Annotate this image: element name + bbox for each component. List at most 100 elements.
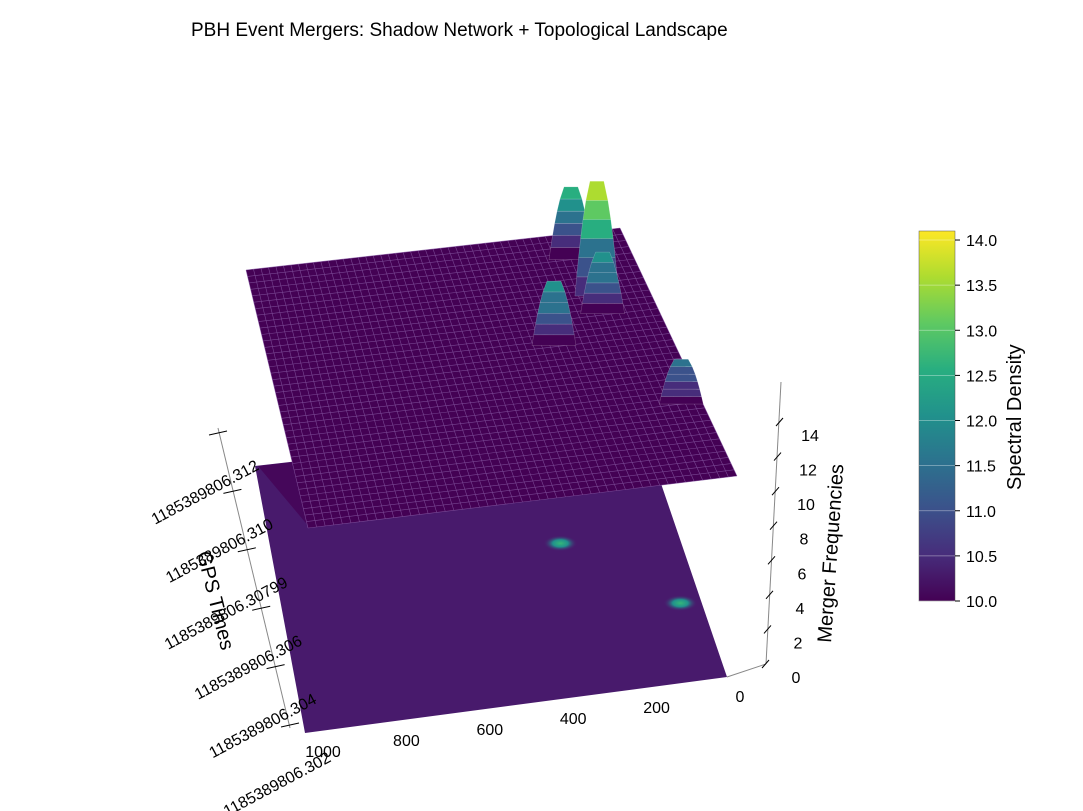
z-tick-mark: [775, 417, 784, 427]
peak-band: [554, 210, 588, 224]
surface-peak: [580, 251, 625, 314]
peak-band: [537, 302, 571, 314]
peak-band: [580, 303, 625, 314]
surface-grid-line: [290, 407, 705, 458]
peak-band: [582, 293, 624, 304]
z-tick-mark: [771, 486, 780, 496]
colorbar-tick-label: 13.5: [966, 278, 997, 295]
peak-band: [670, 359, 693, 367]
surface-grid-line: [280, 364, 685, 413]
z-axis-label: Merger Frequencies: [814, 463, 848, 643]
peak-band: [535, 313, 573, 325]
peak-band: [667, 366, 696, 375]
colorbar-tick-label: 11.5: [966, 459, 996, 476]
surface-grid-line: [275, 345, 676, 393]
z-tick-label: 4: [796, 601, 805, 618]
surface-grid-line: [278, 357, 682, 406]
y-axis-line: [217, 427, 291, 729]
x-tick-label: 200: [643, 700, 670, 717]
y-tick-mark: [252, 605, 271, 611]
surface-grid-line: [295, 426, 714, 477]
surface-sheet: [246, 228, 737, 528]
peak-band: [659, 396, 704, 405]
x-tick-label: 0: [736, 689, 745, 706]
peak-band: [539, 291, 569, 303]
x-tick-label: 600: [476, 722, 503, 739]
peak-band: [542, 281, 566, 293]
y-tick-label: 1185389806.304: [206, 691, 319, 762]
colorbar-tick-label: 12.0: [966, 414, 997, 431]
colorbar-tick-label: 13.0: [966, 323, 997, 340]
y-tick-mark: [237, 547, 256, 553]
colorbar-tick-label: 10.5: [966, 549, 997, 566]
surface-peak: [531, 281, 577, 346]
surface-grid-line: [301, 450, 726, 503]
peak-band: [533, 323, 575, 335]
peak-band: [588, 262, 617, 273]
surface-grid-line: [269, 320, 664, 368]
z-tick-label: 2: [794, 635, 803, 652]
y-tick-mark: [266, 664, 285, 670]
surface-grid-line: [266, 308, 659, 355]
surface-grid-line: [297, 432, 717, 484]
surface-grid-line: [284, 382, 694, 432]
surface-grid-line: [298, 438, 720, 490]
peak-band: [580, 219, 614, 239]
z-tick-mark: [765, 590, 774, 600]
colorbar-tick-label: 14.0: [966, 233, 997, 250]
z-tick-label: 0: [792, 670, 801, 687]
peak-band: [591, 251, 614, 263]
surface-grid-line: [292, 413, 708, 464]
surface-grid-line: [287, 395, 700, 445]
z-axis: 0 2 4 6 8 10 12 14 Merger Frequencies: [726, 381, 848, 687]
peak-band: [664, 374, 698, 382]
chart-title: PBH Event Mergers: Shadow Network + Topo…: [191, 20, 728, 41]
x-tick-label: 400: [560, 711, 587, 728]
shadow-hotspot: [543, 535, 578, 552]
peak-band: [582, 200, 611, 220]
surface-grid-line: [307, 475, 738, 529]
z-tick-mark: [761, 659, 770, 669]
x-tick-label: 1000: [305, 744, 341, 761]
surface-grid-line: [252, 252, 632, 297]
surface-grid-line: [270, 326, 667, 374]
peak-band: [559, 186, 583, 200]
colorbar-tick-label: 12.5: [966, 368, 997, 385]
peak-band: [584, 282, 622, 294]
surface-grid-line: [286, 388, 697, 438]
surface-grid-line: [272, 333, 670, 380]
z-tick-label: 8: [800, 532, 809, 549]
z-tick-label: 6: [798, 566, 807, 583]
z-tick-mark: [767, 555, 776, 565]
surface-grid-line: [289, 401, 702, 451]
peak-band: [556, 198, 586, 212]
shadow-hotspot: [663, 595, 698, 612]
peak-band: [662, 381, 700, 390]
x-axis: 1000 800 600 400 200 0: [305, 689, 744, 761]
colorbar-label: Spectral Density: [1004, 344, 1026, 490]
y-tick-label: 1185389806.302: [221, 749, 334, 811]
colorbar: 10.0 10.5 11.0 11.5 12.0 12.5 13.0 13.5 14.0 Spe…: [918, 230, 1026, 611]
peak-band: [531, 334, 577, 346]
colorbar-gradient: [918, 230, 956, 602]
surface-grid-line: [253, 258, 635, 303]
surface-grid-line: [267, 314, 661, 361]
x-tick-label: 800: [393, 733, 420, 750]
colorbar-tick-label: 11.0: [966, 504, 996, 521]
surface-grid-line: [273, 339, 673, 387]
y-tick-mark: [280, 722, 300, 728]
z-tick-label: 10: [797, 497, 815, 514]
surface-grid-line: [306, 469, 735, 522]
y-tick-mark: [208, 430, 228, 436]
z-tick-label: 12: [799, 463, 817, 480]
colorbar-tick-label: 10.0: [966, 594, 997, 611]
peak-band: [660, 388, 702, 397]
surface-peak: [659, 359, 704, 405]
surface-grid-line: [281, 370, 688, 419]
surface-grid-line: [255, 264, 638, 309]
surface-grid-line: [304, 463, 732, 516]
z-tick-mark: [769, 521, 778, 531]
y-tick-label: 1185389806.312: [149, 457, 262, 528]
y-tick-label: 1185389806.306: [192, 633, 305, 704]
